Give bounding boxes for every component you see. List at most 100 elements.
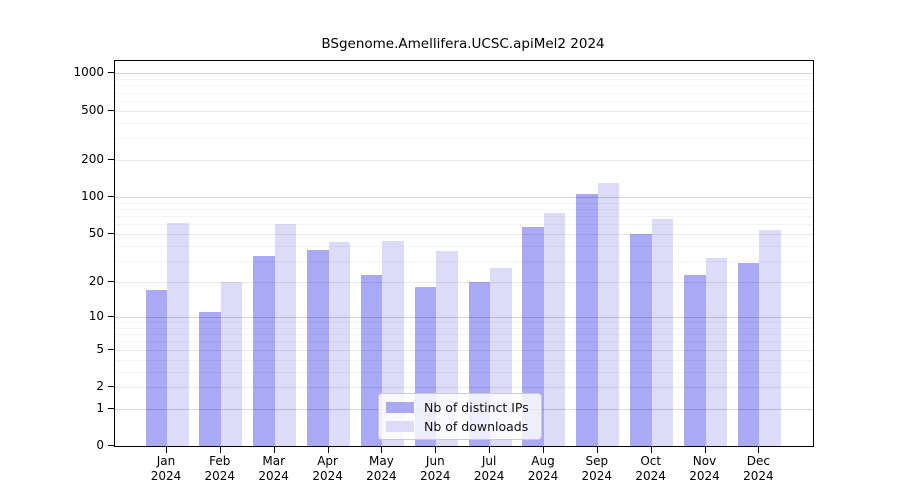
x-tick-label-year: 2024 — [689, 469, 720, 483]
y-tick-label: 100 — [81, 189, 104, 204]
bar-distinct-ips-dec — [737, 262, 760, 446]
x-tick-label: Aug 2024 — [515, 454, 571, 484]
bar-downloads-nov — [705, 257, 727, 446]
x-tick-label-year: 2024 — [258, 469, 289, 483]
bar-distinct-ips-aug — [522, 227, 544, 446]
x-tick-mark — [273, 447, 275, 453]
x-tick-label-year: 2024 — [204, 469, 236, 483]
bar-distinct-ips-sep — [576, 194, 598, 446]
x-tick-mark — [596, 447, 598, 453]
bar-downloads-dec — [759, 230, 781, 446]
grid-line — [115, 100, 813, 102]
y-tick-label: 1000 — [73, 65, 104, 80]
x-tick-label-month: Nov — [692, 454, 717, 468]
bar-downloads-apr — [328, 242, 351, 446]
x-tick-label-year: 2024 — [581, 469, 613, 483]
y-tick-mark — [108, 109, 114, 111]
x-tick-label-month: Sep — [585, 454, 609, 468]
grid-line — [115, 73, 813, 75]
x-tick-label-year: 2024 — [473, 469, 505, 483]
grid-line — [115, 110, 813, 112]
x-tick-label-year: 2024 — [527, 469, 559, 483]
y-tick-mark — [108, 445, 114, 446]
legend-swatch-distinct-ips — [386, 401, 414, 413]
x-tick-label: Dec 2024 — [730, 454, 786, 484]
legend-item-distinct-ips: Nb of distinct IPs — [386, 399, 529, 415]
y-tick-mark — [108, 233, 114, 235]
plot-area — [114, 60, 814, 447]
x-tick-label-month: Oct — [640, 454, 662, 468]
bar-downloads-sep — [597, 182, 620, 446]
x-tick-label: Jun 2024 — [407, 454, 463, 484]
x-tick-label-month: Mar — [262, 454, 285, 468]
x-tick-label: May 2024 — [353, 454, 409, 484]
y-tick-label: 0 — [96, 438, 104, 452]
bar-downloads-mar — [274, 223, 297, 446]
x-tick-label-month: Aug — [531, 454, 555, 468]
x-tick-mark — [219, 447, 221, 453]
grid-line — [115, 224, 813, 226]
grid-line — [115, 245, 813, 247]
y-tick-mark — [108, 315, 114, 317]
x-tick-label-month: Jun — [425, 454, 445, 468]
x-tick-label-year: 2024 — [150, 469, 182, 483]
bar-distinct-ips-apr — [307, 250, 329, 446]
grid-line — [115, 209, 813, 211]
y-tick-mark — [108, 159, 114, 160]
bar-distinct-ips-jan — [145, 290, 167, 446]
grid-line — [115, 92, 813, 94]
x-tick-label-month: Jul — [481, 454, 497, 468]
x-tick-mark — [489, 447, 491, 453]
grid-line — [115, 138, 813, 140]
x-tick-label-year: 2024 — [366, 469, 397, 483]
x-tick-label-month: Jan — [156, 454, 176, 468]
bar-distinct-ips-feb — [199, 312, 221, 446]
y-tick-label: 50 — [88, 226, 104, 241]
x-tick-label: Sep 2024 — [569, 454, 625, 484]
y-tick-mark — [108, 72, 114, 74]
x-tick-label: Mar 2024 — [246, 454, 302, 484]
grid-line — [115, 122, 813, 124]
y-tick-label: 200 — [81, 152, 104, 166]
x-tick-mark — [435, 447, 437, 453]
x-tick-label: Oct 2024 — [623, 454, 679, 484]
x-tick-mark — [543, 447, 544, 453]
chart-title: BSgenome.Amellifera.UCSC.apiMel2 2024 — [321, 36, 605, 52]
x-tick-label-year: 2024 — [635, 469, 666, 483]
grid-line — [115, 160, 813, 161]
x-tick-mark — [381, 447, 383, 453]
x-tick-label-year: 2024 — [420, 469, 451, 483]
y-tick-label: 500 — [81, 102, 104, 117]
bar-downloads-jan — [167, 222, 189, 446]
x-tick-label: Jul 2024 — [461, 454, 517, 484]
x-tick-label-year: 2024 — [312, 469, 343, 483]
y-tick-label: 1 — [96, 401, 104, 415]
grid-line — [115, 197, 813, 199]
legend-label-downloads: Nb of downloads — [424, 418, 529, 434]
y-tick-mark — [108, 386, 114, 388]
grid-line — [115, 216, 813, 218]
grid-line — [115, 79, 813, 80]
y-tick-mark — [108, 281, 114, 282]
x-tick-label-month: May — [368, 454, 394, 468]
y-tick-label: 2 — [96, 379, 104, 394]
grid-line — [115, 85, 813, 87]
y-tick-mark — [108, 196, 114, 198]
y-tick-mark — [108, 348, 114, 350]
x-tick-mark — [327, 447, 329, 453]
bar-downloads-oct — [651, 219, 674, 446]
bar-downloads-aug — [543, 213, 566, 446]
y-tick-label: 20 — [88, 274, 104, 288]
legend-swatch-downloads — [386, 420, 414, 432]
x-tick-label-year: 2024 — [743, 469, 774, 483]
x-tick-mark — [704, 447, 706, 453]
y-tick-label: 10 — [88, 308, 104, 323]
bar-downloads-feb — [220, 282, 243, 446]
legend-item-downloads: Nb of downloads — [386, 418, 529, 434]
x-tick-mark — [650, 447, 652, 453]
legend: Nb of distinct IPs Nb of downloads — [378, 393, 542, 440]
x-tick-label: Apr 2024 — [300, 454, 356, 484]
grid-line — [115, 202, 813, 204]
x-tick-mark — [758, 447, 760, 453]
